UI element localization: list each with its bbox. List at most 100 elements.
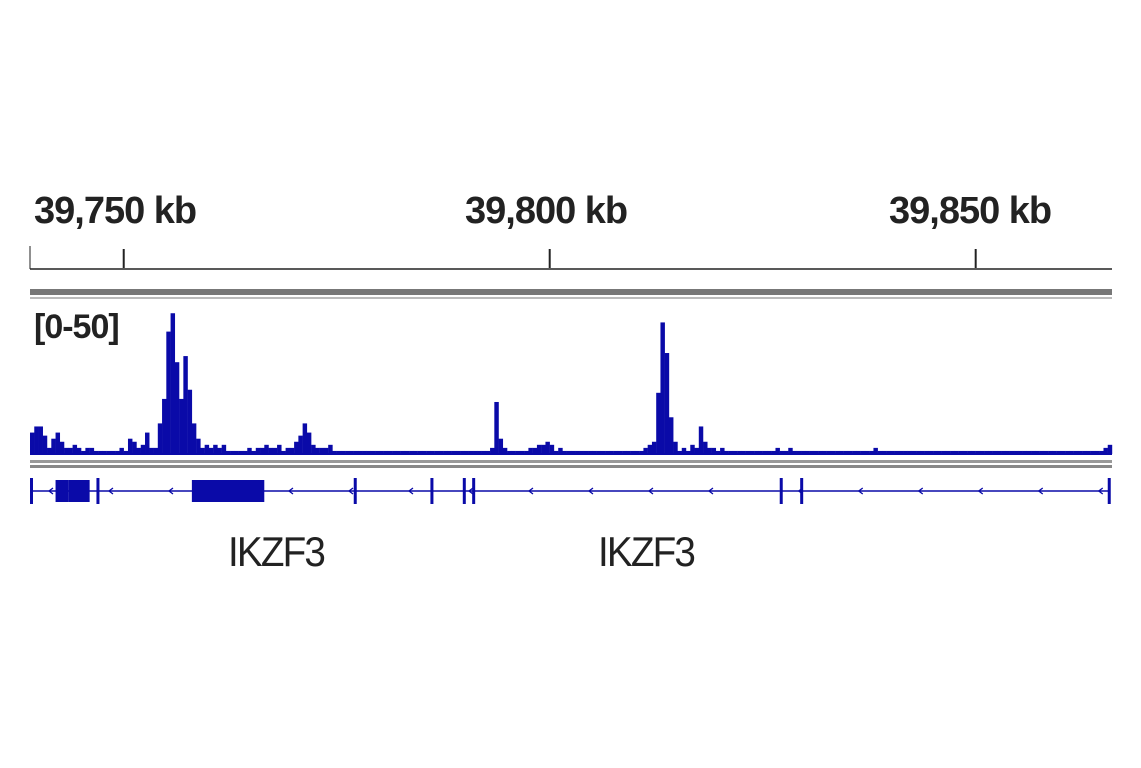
signal-bar — [809, 450, 815, 454]
signal-bar — [434, 450, 440, 454]
signal-bar — [668, 417, 674, 454]
signal-bar — [1107, 444, 1113, 454]
track-separator-shadow — [30, 297, 1112, 299]
signal-bar — [51, 438, 56, 454]
strand-arrow — [347, 487, 354, 495]
signal-bar — [830, 450, 836, 454]
signal-bar — [319, 447, 325, 454]
signal-bar — [1099, 450, 1104, 454]
signal-bar — [634, 450, 640, 454]
signal-bar — [268, 447, 274, 454]
signal-bar — [294, 441, 299, 454]
signal-bar — [954, 450, 959, 454]
signal-bar — [174, 362, 180, 454]
signal-bar — [754, 450, 759, 454]
signal-bar — [805, 450, 810, 454]
signal-bar — [340, 450, 346, 454]
signal-bar — [519, 450, 525, 454]
signal-bar — [1035, 450, 1040, 454]
signal-bar — [975, 450, 981, 454]
signal-bar — [826, 450, 832, 454]
signal-bar — [477, 450, 482, 454]
signal-bar — [47, 447, 52, 454]
signal-bar — [937, 450, 942, 454]
signal-bar — [362, 450, 367, 454]
gene-exon — [68, 480, 90, 502]
signal-bar — [272, 447, 278, 454]
signal-bar — [541, 444, 546, 454]
gene-exon — [191, 480, 265, 502]
signal-bar — [102, 450, 107, 454]
signal-bar — [260, 447, 265, 454]
signal-bar — [860, 450, 866, 454]
signal-bar — [383, 450, 389, 454]
signal-bar — [711, 447, 717, 454]
signal-bar — [426, 450, 431, 454]
signal-bar — [698, 426, 704, 454]
signal-bar — [285, 447, 291, 454]
strand-arrow — [707, 487, 714, 495]
signal-bar — [1069, 450, 1074, 454]
signal-bar — [387, 450, 393, 454]
signal-bar — [498, 438, 504, 454]
signal-bar — [438, 450, 444, 454]
strand-arrow — [977, 487, 984, 495]
ruler-tick-label: 39,750 kb — [34, 190, 197, 232]
signal-bar — [1031, 450, 1036, 454]
signal-bar — [992, 450, 998, 454]
signal-bar — [179, 398, 184, 454]
signal-bar — [204, 444, 210, 454]
signal-bar — [349, 450, 354, 454]
signal-bar — [332, 450, 337, 454]
signal-bar — [1077, 450, 1083, 454]
signal-bar — [984, 450, 989, 454]
signal-bar — [68, 447, 73, 454]
signal-bar — [1009, 450, 1015, 454]
signal-bar — [98, 450, 103, 454]
signal-bar — [225, 450, 231, 454]
signal-bar — [656, 392, 661, 454]
signal-bar — [64, 447, 69, 454]
signal-bar — [813, 450, 819, 454]
signal-bar — [72, 444, 78, 454]
signal-bar — [119, 447, 124, 454]
signal-bar — [30, 432, 35, 454]
signal-bar — [924, 450, 930, 454]
signal-bar — [123, 450, 129, 454]
signal-bar — [421, 450, 427, 454]
strand-arrow — [587, 487, 594, 495]
signal-bar — [562, 450, 567, 454]
signal-bar — [242, 450, 248, 454]
signal-bar — [532, 447, 538, 454]
signal-bar — [183, 356, 188, 454]
signal-bar — [162, 398, 167, 454]
signal-bar — [1005, 450, 1010, 454]
signal-bar — [515, 450, 521, 454]
signal-bar — [494, 401, 499, 454]
signal-bar — [873, 447, 878, 454]
signal-bar — [818, 450, 823, 454]
signal-bar — [835, 450, 840, 454]
signal-bar — [920, 450, 925, 454]
signal-bar — [899, 450, 904, 454]
signal-bar — [894, 450, 900, 454]
signal-bar — [686, 450, 691, 454]
signal-bar — [617, 450, 623, 454]
signal-bar — [166, 331, 171, 454]
gene-exon — [30, 478, 33, 504]
signal-bar — [34, 426, 39, 454]
signal-bar — [409, 450, 414, 454]
signal-bar — [59, 441, 65, 454]
signal-bar — [481, 450, 487, 454]
gene-exon — [462, 478, 466, 504]
signal-bar — [788, 447, 793, 454]
signal-bar — [451, 450, 457, 454]
signal-bar — [251, 450, 256, 454]
signal-bar — [881, 450, 887, 454]
signal-bar — [579, 450, 584, 454]
signal-bar — [737, 450, 742, 454]
signal-bar — [864, 450, 870, 454]
signal-bar — [775, 447, 780, 454]
signal-bar — [928, 450, 934, 454]
